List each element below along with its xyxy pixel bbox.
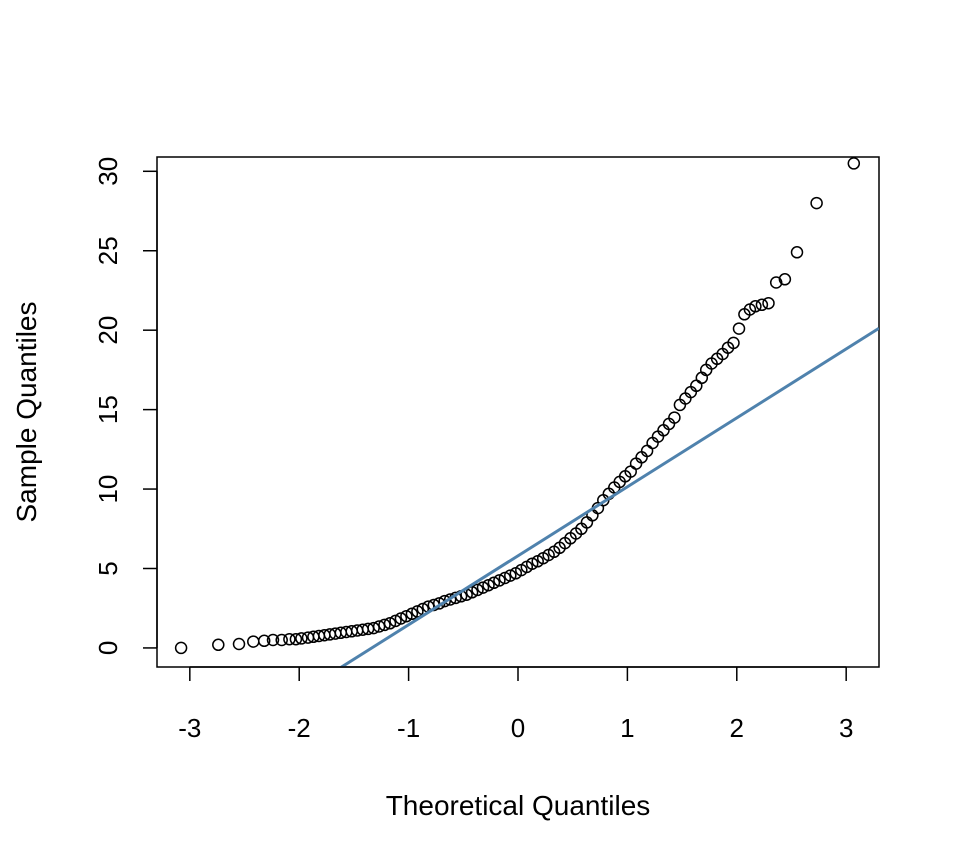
data-point [504, 569, 517, 582]
y-tick-label: 20 [93, 316, 123, 345]
data-point [471, 583, 484, 597]
x-tick-label: 3 [839, 713, 853, 743]
y-tick-label: 15 [93, 395, 123, 424]
reference-line-layer [338, 326, 879, 667]
data-point [400, 609, 413, 623]
data-point [405, 607, 419, 621]
data-point [372, 620, 386, 633]
x-tick-label: 1 [620, 713, 634, 743]
data-point [266, 633, 280, 647]
x-axis: -3 -2 -1 0 1 2 3 [178, 666, 853, 743]
x-tick-label: 0 [511, 713, 525, 743]
data-point [367, 621, 380, 635]
data-point [769, 276, 783, 289]
reference-line [338, 326, 879, 667]
data-points [174, 157, 861, 655]
data-point [275, 633, 288, 647]
data-point [174, 641, 188, 655]
y-axis-title: Sample Quantiles [11, 301, 42, 522]
x-tick-label: -3 [178, 713, 201, 743]
data-point [525, 557, 539, 570]
y-tick-label: 30 [93, 157, 123, 186]
data-point [778, 273, 792, 286]
plot-frame [156, 156, 880, 668]
data-point [755, 298, 769, 312]
x-axis-title: Theoretical Quantiles [386, 790, 651, 821]
x-tick-label: 2 [730, 713, 744, 743]
data-point [487, 576, 501, 590]
data-point [762, 296, 775, 310]
data-point [847, 157, 861, 170]
y-tick-label: 25 [93, 236, 123, 265]
data-point [749, 300, 762, 313]
data-point [443, 593, 457, 606]
data-point [383, 617, 397, 630]
data-point [247, 635, 260, 648]
data-point [295, 632, 308, 645]
data-point [476, 581, 490, 594]
data-point [283, 632, 296, 646]
data-point [810, 196, 823, 210]
data-point [790, 246, 804, 259]
y-tick-label: 10 [93, 475, 123, 504]
data-point [438, 594, 451, 608]
x-tick-label: -2 [288, 713, 311, 743]
y-axis: 0 5 10 15 20 25 30 [93, 157, 158, 655]
data-point [378, 618, 391, 632]
y-tick-label: 0 [93, 641, 123, 655]
data-point [232, 637, 246, 651]
data-point [493, 574, 506, 587]
data-point [257, 634, 271, 648]
data-point [727, 336, 740, 350]
x-tick-label: -1 [397, 713, 420, 743]
data-point [668, 411, 681, 424]
data-point [732, 322, 746, 335]
data-point [394, 612, 408, 625]
data-point [289, 632, 303, 646]
data-point [212, 638, 225, 652]
y-tick-label: 5 [93, 561, 123, 575]
